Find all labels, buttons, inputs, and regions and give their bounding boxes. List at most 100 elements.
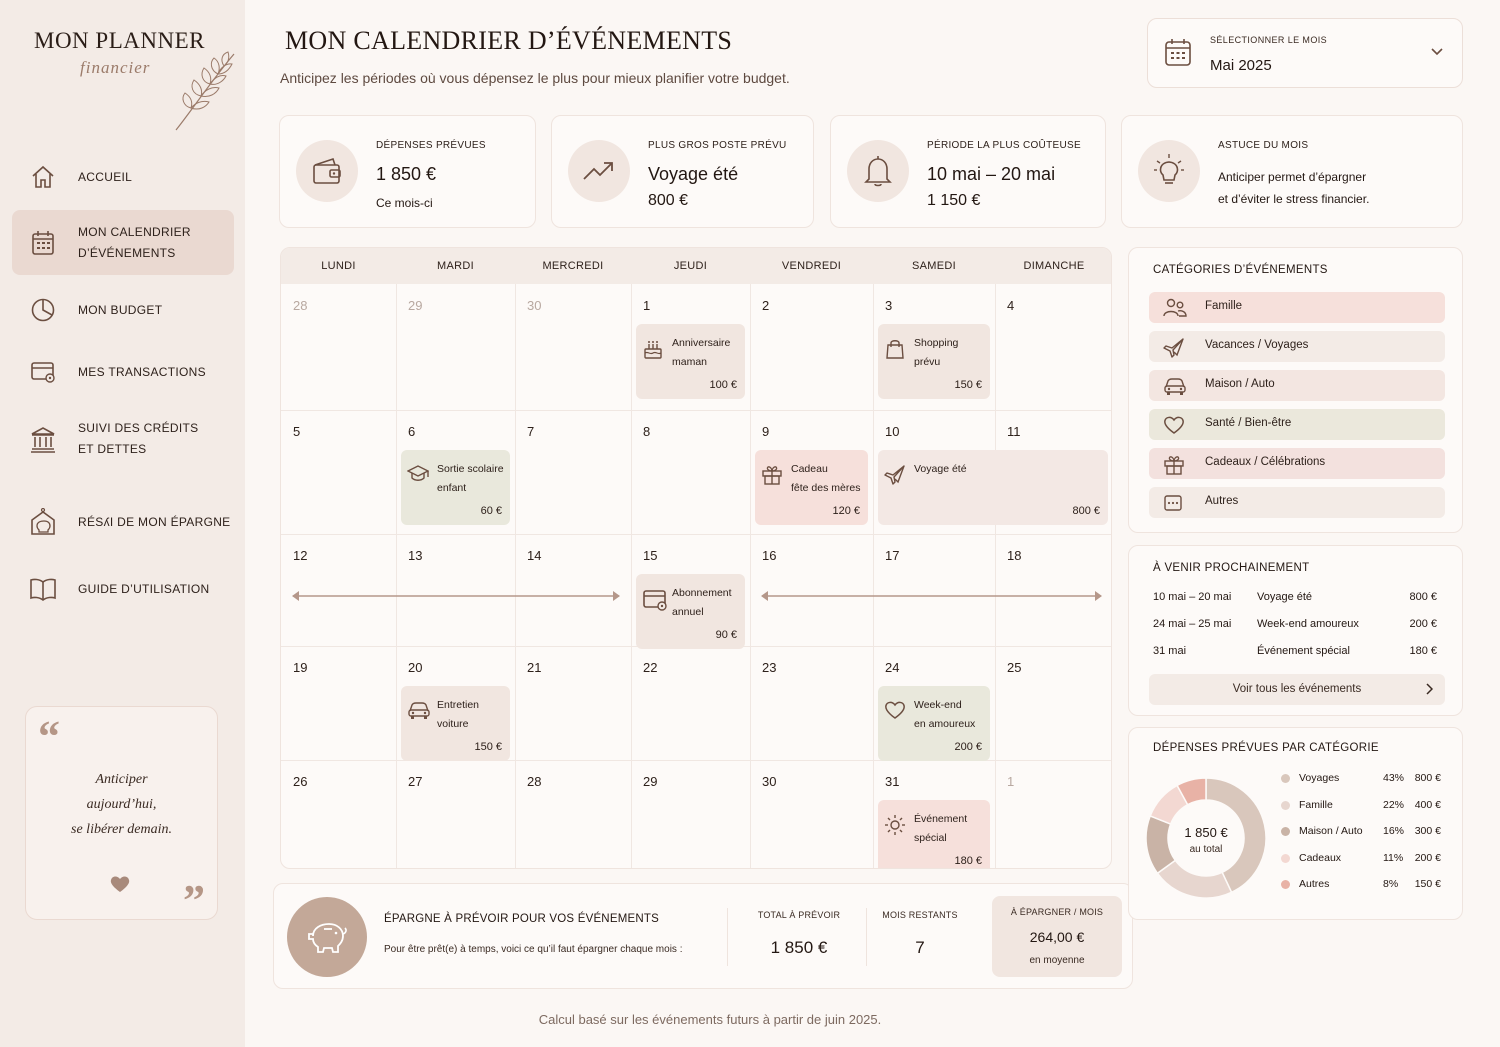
donut-total-value: 1 850 € xyxy=(1184,825,1228,840)
event-title: Abonnement annuel xyxy=(672,587,732,618)
leaf-icon xyxy=(175,51,235,131)
event-amount: 90 € xyxy=(715,629,737,641)
sidebar-item-label: MON CALENDRIER D’ÉVÉNEMENTS xyxy=(78,224,191,260)
divider xyxy=(866,908,867,966)
category-item[interactable]: Vacances / Voyages xyxy=(1149,331,1445,362)
calendar-event[interactable]: Événement spécial 180 € xyxy=(878,800,990,868)
day-number[interactable]: 9 xyxy=(762,424,770,439)
upcoming-name: Week-end amoureux xyxy=(1257,618,1359,630)
day-number[interactable]: 11 xyxy=(1007,424,1021,439)
day-number[interactable]: 10 xyxy=(885,424,900,439)
trend-up-icon xyxy=(583,162,613,180)
brand-title: MON PLANNER xyxy=(34,28,205,53)
day-number[interactable]: 29 xyxy=(643,774,658,789)
grid-line xyxy=(631,284,632,868)
sidebar-item-3[interactable]: MON BUDGET xyxy=(12,285,234,335)
day-number[interactable]: 5 xyxy=(293,424,301,439)
category-item[interactable]: Autres xyxy=(1149,487,1445,518)
day-number[interactable]: 30 xyxy=(762,774,777,789)
day-number[interactable]: 22 xyxy=(643,660,658,675)
monthly-savings-value: 264,00 € xyxy=(1029,929,1085,945)
span-arrow-icon xyxy=(761,591,1102,601)
day-number[interactable]: 3 xyxy=(885,298,893,313)
day-number[interactable]: 8 xyxy=(643,424,651,439)
day-number[interactable]: 15 xyxy=(643,548,658,563)
quote-card: “ Anticiper aujourd’hui, se libérer dema… xyxy=(25,706,218,925)
calendar-event[interactable]: Voyage été 800 € xyxy=(878,450,1108,525)
costly-period-value: 10 mai – 20 mai xyxy=(927,164,1056,184)
day-number[interactable]: 25 xyxy=(1007,660,1022,675)
calendar-event[interactable]: Abonnement annuel 90 € xyxy=(636,574,745,649)
sidebar-item-1[interactable]: ACCUEIL xyxy=(12,157,234,197)
sidebar-item-6[interactable]: RÉSʎI DE MON ÉPARGNE xyxy=(12,497,234,547)
calendar-event[interactable]: Anniversaire maman 100 € xyxy=(636,324,745,399)
chart-title: DÉPENSES PRÉVUES PAR CATÉGORIE xyxy=(1153,742,1379,754)
chevron-down-icon xyxy=(1431,48,1443,56)
donut-slice-1[interactable] xyxy=(1205,777,1267,894)
legend-amount: 150 € xyxy=(1414,878,1441,890)
day-number[interactable]: 1 xyxy=(1007,774,1015,789)
donut-slice-5[interactable] xyxy=(1176,777,1207,806)
legend-swatch xyxy=(1281,880,1290,889)
grid-line xyxy=(873,284,874,868)
day-number[interactable]: 27 xyxy=(408,774,423,789)
day-number[interactable]: 7 xyxy=(527,424,535,439)
day-number[interactable]: 13 xyxy=(408,548,423,563)
month-selector[interactable]: SÉLECTIONNER LE MOIS Mai 2025 xyxy=(1147,18,1463,88)
category-item[interactable]: Santé / Bien-être xyxy=(1149,409,1445,440)
day-number[interactable]: 14 xyxy=(527,548,542,563)
sidebar-item-4[interactable]: MES TRANSACTIONS xyxy=(12,347,234,397)
grid-line xyxy=(281,760,1111,761)
day-number[interactable]: 4 xyxy=(1007,298,1015,313)
category-item[interactable]: Cadeaux / Célébrations xyxy=(1149,448,1445,479)
savings-title: ÉPARGNE À PRÉVOIR POUR VOS ÉVÉNEMENTS xyxy=(384,913,659,925)
day-number[interactable]: 24 xyxy=(885,660,900,675)
months-left-value: 7 xyxy=(915,938,925,957)
sparkle-icon xyxy=(884,814,906,841)
category-name: Autres xyxy=(1205,495,1239,507)
monthly-savings-box: À ÉPARGNER / MOIS 264,00 € en moyenne xyxy=(992,896,1122,977)
day-number[interactable]: 23 xyxy=(762,660,777,675)
total-value: 1 850 € xyxy=(770,938,828,957)
day-number[interactable]: 19 xyxy=(293,660,308,675)
day-number[interactable]: 20 xyxy=(408,660,423,675)
event-title: Shopping prévu xyxy=(914,337,959,368)
day-number[interactable]: 2 xyxy=(762,298,770,313)
day-number[interactable]: 29 xyxy=(408,298,423,313)
calendar-event[interactable]: Sortie scolaire enfant 60 € xyxy=(401,450,510,525)
category-name: Maison / Auto xyxy=(1205,378,1275,390)
home-icon xyxy=(26,160,60,194)
footnote: Calcul basé sur les événements futurs à … xyxy=(538,1012,882,1027)
sidebar-item-5[interactable]: SUIVI DES CRÉDITS ET DETTES xyxy=(12,410,234,468)
day-number[interactable]: 18 xyxy=(1007,548,1022,563)
day-number[interactable]: 6 xyxy=(408,424,416,439)
donut-center: 1 850 € au total xyxy=(1169,825,1243,855)
monthly-savings-label: À ÉPARGNER / MOIS xyxy=(1010,907,1104,917)
calendar-event[interactable]: Week-end en amoureux 200 € xyxy=(878,686,990,761)
biggest-item-card: PLUS GROS POSTE PRÉVU Voyage été 800 € xyxy=(551,115,814,228)
day-number[interactable]: 12 xyxy=(293,548,308,563)
chevron-right-icon xyxy=(1426,683,1433,695)
see-all-events-button[interactable]: Voir tous les événements xyxy=(1149,674,1445,705)
sidebar-item-2[interactable]: MON CALENDRIER D’ÉVÉNEMENTS xyxy=(12,210,234,275)
day-header: MARDI xyxy=(437,260,474,272)
day-number[interactable]: 1 xyxy=(643,298,651,313)
category-item[interactable]: Famille xyxy=(1149,292,1445,323)
sidebar-item-label: SUIVI DES CRÉDITS ET DETTES xyxy=(78,421,199,456)
calendar-event[interactable]: Cadeau fête des mères 120 € xyxy=(755,450,868,525)
day-header: JEUDI xyxy=(673,260,708,272)
legend-percent: 43% xyxy=(1383,772,1405,784)
day-number[interactable]: 21 xyxy=(527,660,542,675)
day-number[interactable]: 31 xyxy=(885,774,900,789)
calendar-event[interactable]: Entretien voiture 150 € xyxy=(401,686,510,761)
calendar-event[interactable]: Shopping prévu 150 € xyxy=(878,324,990,399)
day-number[interactable]: 16 xyxy=(762,548,777,563)
day-number[interactable]: 28 xyxy=(293,298,308,313)
day-number[interactable]: 30 xyxy=(527,298,542,313)
sidebar-item-label: GUIDE D’UTILISATION xyxy=(78,581,210,596)
sidebar-item-7[interactable]: GUIDE D’UTILISATION xyxy=(12,564,234,614)
category-item[interactable]: Maison / Auto xyxy=(1149,370,1445,401)
day-number[interactable]: 26 xyxy=(293,774,308,789)
day-number[interactable]: 17 xyxy=(885,548,900,563)
day-number[interactable]: 28 xyxy=(527,774,542,789)
